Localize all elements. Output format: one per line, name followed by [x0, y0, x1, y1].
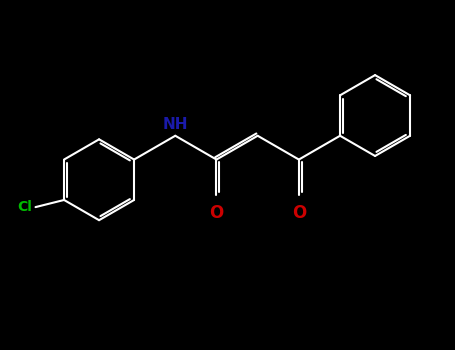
Text: Cl: Cl: [17, 200, 32, 214]
Text: NH: NH: [162, 117, 188, 132]
Text: O: O: [209, 204, 223, 222]
Text: O: O: [292, 204, 306, 222]
